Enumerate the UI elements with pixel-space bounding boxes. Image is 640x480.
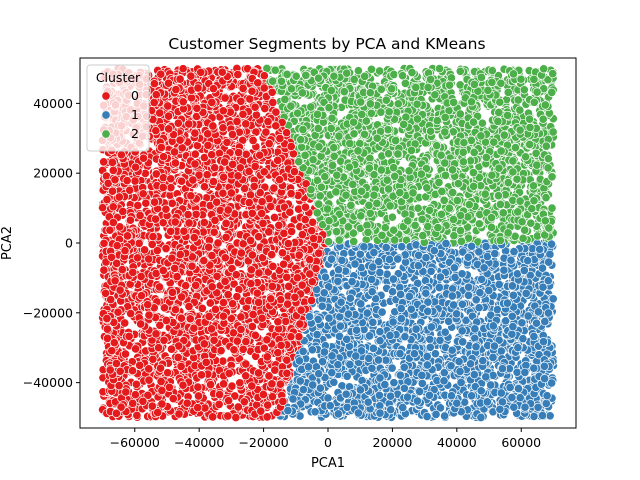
data-point <box>529 411 539 421</box>
data-point <box>120 318 130 328</box>
data-point <box>375 66 385 76</box>
data-point <box>163 101 173 111</box>
points-layer <box>98 63 558 423</box>
chart-title: Customer Segments by PCA and KMeans <box>168 35 485 53</box>
